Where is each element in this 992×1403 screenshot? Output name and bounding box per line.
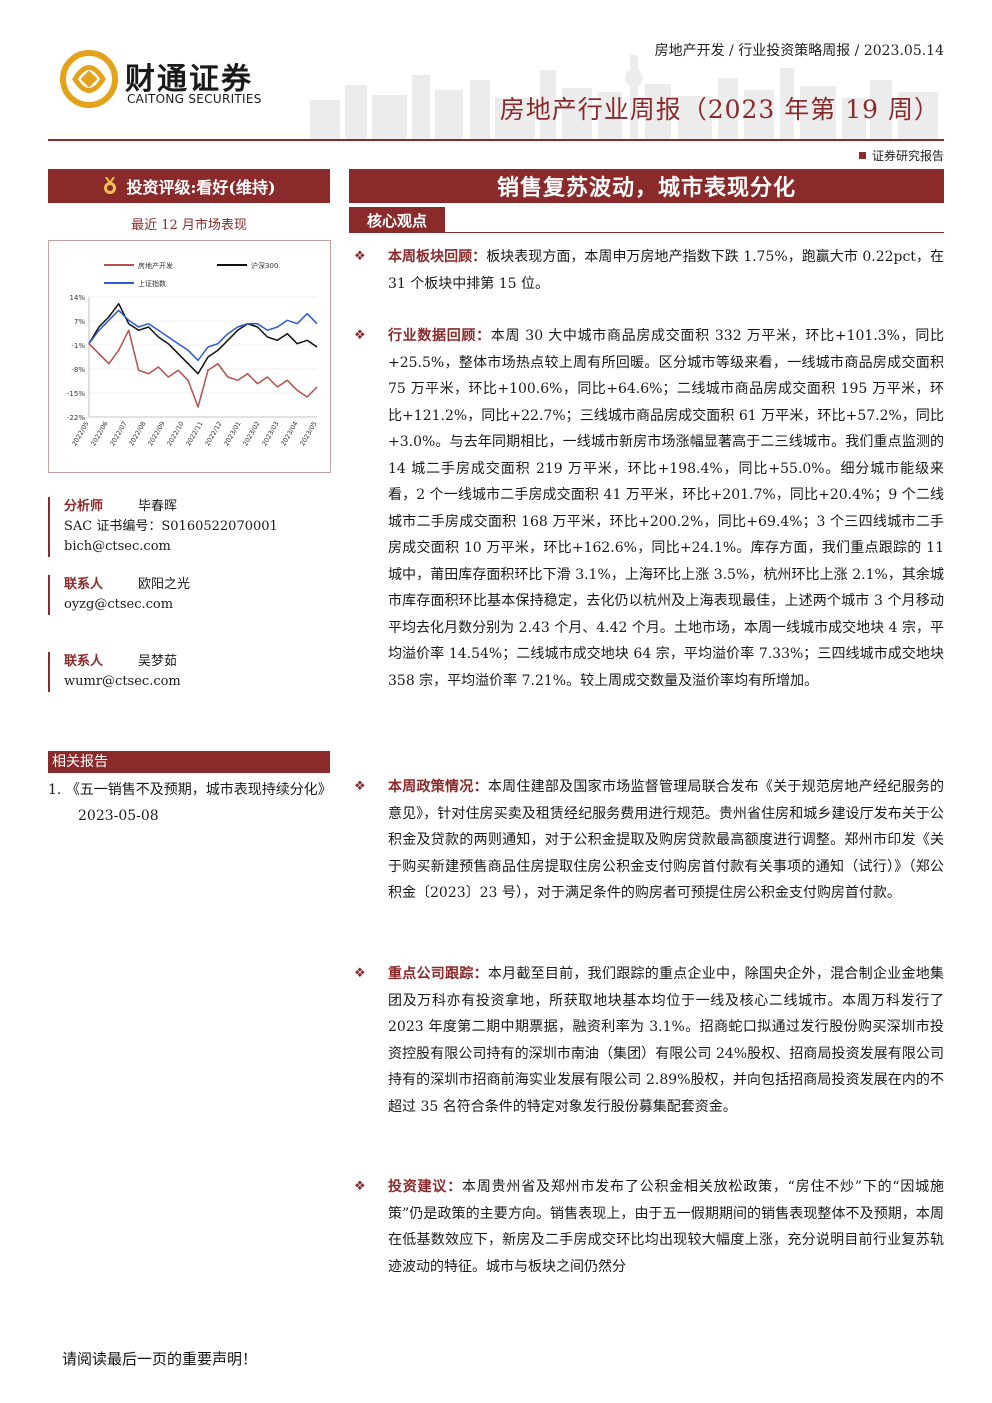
diamond-bullet-icon: ❖ bbox=[354, 249, 366, 264]
paragraph-company-tracking: ❖ 重点公司跟踪：本月截至目前，我们跟踪的重点企业中，除国央企外，混合制企业金地… bbox=[354, 961, 944, 1120]
x-tick-label: 2022/07 bbox=[108, 420, 128, 447]
y-tick-label: -1% bbox=[71, 342, 85, 350]
x-tick-label: 2023/03 bbox=[260, 420, 280, 447]
related-report-date: 2023-05-08 bbox=[78, 808, 159, 824]
city-skyline-decoration bbox=[310, 55, 938, 140]
contact-name: 欧阳之光 bbox=[138, 577, 191, 592]
header-divider bbox=[48, 139, 944, 141]
analyst-card-3: 联系人 吴梦茹 wumr@ctsec.com bbox=[48, 652, 354, 692]
footer-disclaimer-note: 请阅读最后一页的重要声明！ bbox=[62, 1350, 258, 1368]
contact-email[interactable]: wumr@ctsec.com bbox=[64, 674, 181, 689]
series-line bbox=[88, 329, 318, 408]
series-line bbox=[88, 309, 318, 362]
x-tick-label: 2022/06 bbox=[89, 420, 109, 447]
x-axis-ticks: 2022/052022/062022/072022/082022/092022/… bbox=[70, 420, 318, 447]
paragraph-industry-data: ❖ 行业数据回顾：本周 30 大中城市商品房成交面积 332 万平米，环比+10… bbox=[354, 323, 944, 694]
x-tick-label: 2022/09 bbox=[146, 420, 166, 447]
contact-role: 联系人 bbox=[64, 654, 104, 669]
core-viewpoint-tab: 核心观点 bbox=[349, 207, 445, 233]
y-tick-label: -8% bbox=[71, 366, 85, 374]
analyst-email[interactable]: bich@ctsec.com bbox=[64, 539, 171, 554]
logo-chinese-name: 财通证券 bbox=[125, 62, 253, 97]
market-performance-caption: 最近 12 月市场表现 bbox=[131, 218, 247, 233]
related-report-title: 《五一销售不及预期，城市表现持续分化》 bbox=[65, 782, 332, 798]
analyst-card-1: 分析师 毕春晖 SAC 证书编号：S0160522070001 bich@ctse… bbox=[48, 497, 354, 557]
x-tick-label: 2023/02 bbox=[241, 420, 261, 447]
diamond-bullet-icon: ❖ bbox=[354, 328, 366, 343]
contact-role: 联系人 bbox=[64, 577, 104, 592]
x-tick-label: 2022/10 bbox=[165, 420, 185, 447]
related-reports-heading: 相关报告 bbox=[48, 751, 330, 773]
y-tick-label: -22% bbox=[67, 414, 85, 422]
investment-rating-badge: 投资评级:看好(维持) bbox=[48, 169, 330, 203]
x-tick-label: 2023/04 bbox=[279, 420, 299, 447]
market-performance-chart: 房地产开发 沪深300 上证指数 14% 7% -1% -8% -15% -22% 2022/… bbox=[48, 240, 331, 473]
breadcrumb: 房地产开发 / 行业投资策略周报 / 2023.05.14 bbox=[654, 43, 944, 59]
diamond-bullet-icon: ❖ bbox=[354, 966, 366, 981]
y-tick-label: -15% bbox=[67, 390, 85, 398]
square-bullet-icon bbox=[858, 152, 866, 159]
diamond-bullet-icon: ❖ bbox=[354, 1179, 366, 1194]
report-title: 房地产行业周报（2023 年第 19 周） bbox=[499, 95, 940, 124]
caitong-logo-icon bbox=[60, 50, 118, 108]
legend-label: 房地产开发 bbox=[138, 261, 173, 270]
analyst-role: 分析师 bbox=[64, 499, 104, 514]
related-report-index: 1. bbox=[48, 782, 62, 798]
report-type-label: 证券研究报告 bbox=[858, 147, 944, 164]
x-tick-label: 2022/05 bbox=[70, 420, 90, 447]
x-tick-label: 2023/01 bbox=[222, 420, 242, 447]
analyst-card-2: 联系人 欧阳之光 oyzg@ctsec.com bbox=[48, 575, 354, 615]
x-tick-label: 2022/11 bbox=[184, 420, 204, 447]
x-tick-label: 2022/08 bbox=[127, 420, 147, 447]
chart-legend: 房地产开发 沪深300 上证指数 bbox=[104, 261, 278, 288]
report-headline: 销售复苏波动，城市表现分化 bbox=[349, 169, 944, 203]
analyst-cert: SAC 证书编号：S0160522070001 bbox=[64, 519, 278, 534]
y-tick-label: 14% bbox=[69, 294, 85, 302]
y-axis-ticks: 14% 7% -1% -8% -15% -22% bbox=[67, 294, 85, 422]
y-tick-label: 7% bbox=[74, 318, 85, 326]
logo-english-name: CAITONG SECURITIES bbox=[127, 92, 262, 106]
legend-label: 沪深300 bbox=[251, 261, 278, 270]
analyst-name: 毕春晖 bbox=[138, 499, 178, 514]
paragraph-investment-advice: ❖ 投资建议：本周贵州省及郑州市发布了公积金相关放松政策，“房住不炒”下的“因城… bbox=[354, 1174, 944, 1280]
core-viewpoint-divider bbox=[349, 232, 944, 233]
related-report-item[interactable]: 1. 《五一销售不及预期，城市表现持续分化》 2023-05-08 bbox=[48, 777, 333, 829]
diamond-bullet-icon: ❖ bbox=[354, 779, 366, 794]
contact-email[interactable]: oyzg@ctsec.com bbox=[64, 597, 174, 612]
series-line bbox=[88, 302, 318, 375]
legend-label: 上证指数 bbox=[138, 279, 166, 288]
x-tick-label: 2023/05 bbox=[298, 420, 318, 447]
chart-series-lines bbox=[88, 302, 318, 408]
x-tick-label: 2022/12 bbox=[203, 420, 223, 447]
paragraph-policy: ❖ 本周政策情况：本周住建部及国家市场监督管理局联合发布《关于规范房地产经纪服务… bbox=[354, 774, 944, 907]
paragraph-sector-review: ❖ 本周板块回顾：板块表现方面，本周申万房地产指数下跌 1.75%，跑赢大市 0… bbox=[354, 244, 944, 297]
contact-name: 吴梦茹 bbox=[138, 654, 178, 669]
medal-icon bbox=[104, 177, 117, 194]
rating-text: 投资评级:看好(维持) bbox=[126, 178, 276, 197]
